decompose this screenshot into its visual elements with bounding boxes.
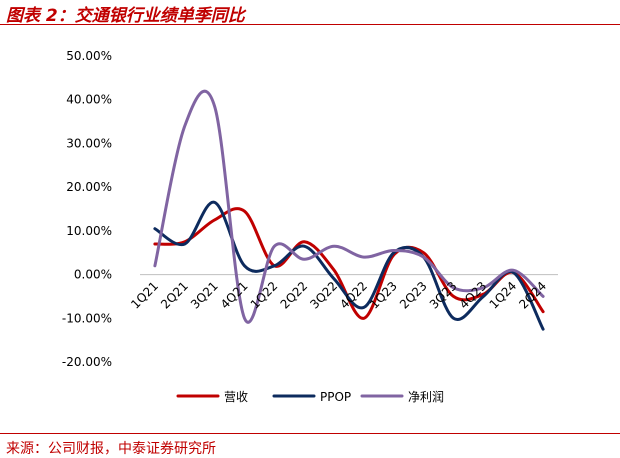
x-tick-label: 1Q21 — [128, 279, 161, 312]
x-tick-label: 3Q21 — [188, 279, 221, 312]
y-tick-label: 30.00% — [66, 136, 112, 150]
y-tick-label: 50.00% — [66, 49, 112, 63]
legend-label: PPOP — [320, 390, 351, 404]
figure-title: 图表 2：交通银行业绩单季同比 — [6, 6, 245, 26]
x-tick-label: 2Q23 — [397, 279, 430, 312]
y-tick-label: 40.00% — [66, 93, 112, 107]
legend-label: 净利润 — [408, 390, 444, 404]
source-note: 来源：公司财报，中泰证券研究所 — [6, 441, 216, 457]
y-tick-label: 10.00% — [66, 224, 112, 238]
x-tick-label: 4Q21 — [218, 279, 251, 312]
x-tick-label: 1Q22 — [248, 279, 281, 312]
title-divider — [0, 24, 620, 25]
y-tick-label: 20.00% — [66, 180, 112, 194]
y-tick-label: -20.00% — [62, 355, 112, 369]
y-tick-label: -10.00% — [62, 311, 112, 325]
series-lines — [153, 89, 545, 331]
x-tick-label: 2Q22 — [278, 279, 311, 312]
y-axis-tick-labels: 50.00% 40.00% 30.00% 20.00% 10.00% 0.00% -10.0… — [62, 49, 112, 369]
series-line-2 — [153, 200, 545, 331]
legend-label: 营收 — [224, 390, 248, 404]
x-tick-label: 2Q21 — [158, 279, 191, 312]
y-tick-label: 0.00% — [74, 268, 112, 282]
x-tick-label: 3Q22 — [307, 279, 340, 312]
legend: 营收 PPOP 净利润 — [176, 390, 444, 404]
footer-divider — [0, 433, 620, 434]
series-line-3 — [153, 89, 545, 324]
